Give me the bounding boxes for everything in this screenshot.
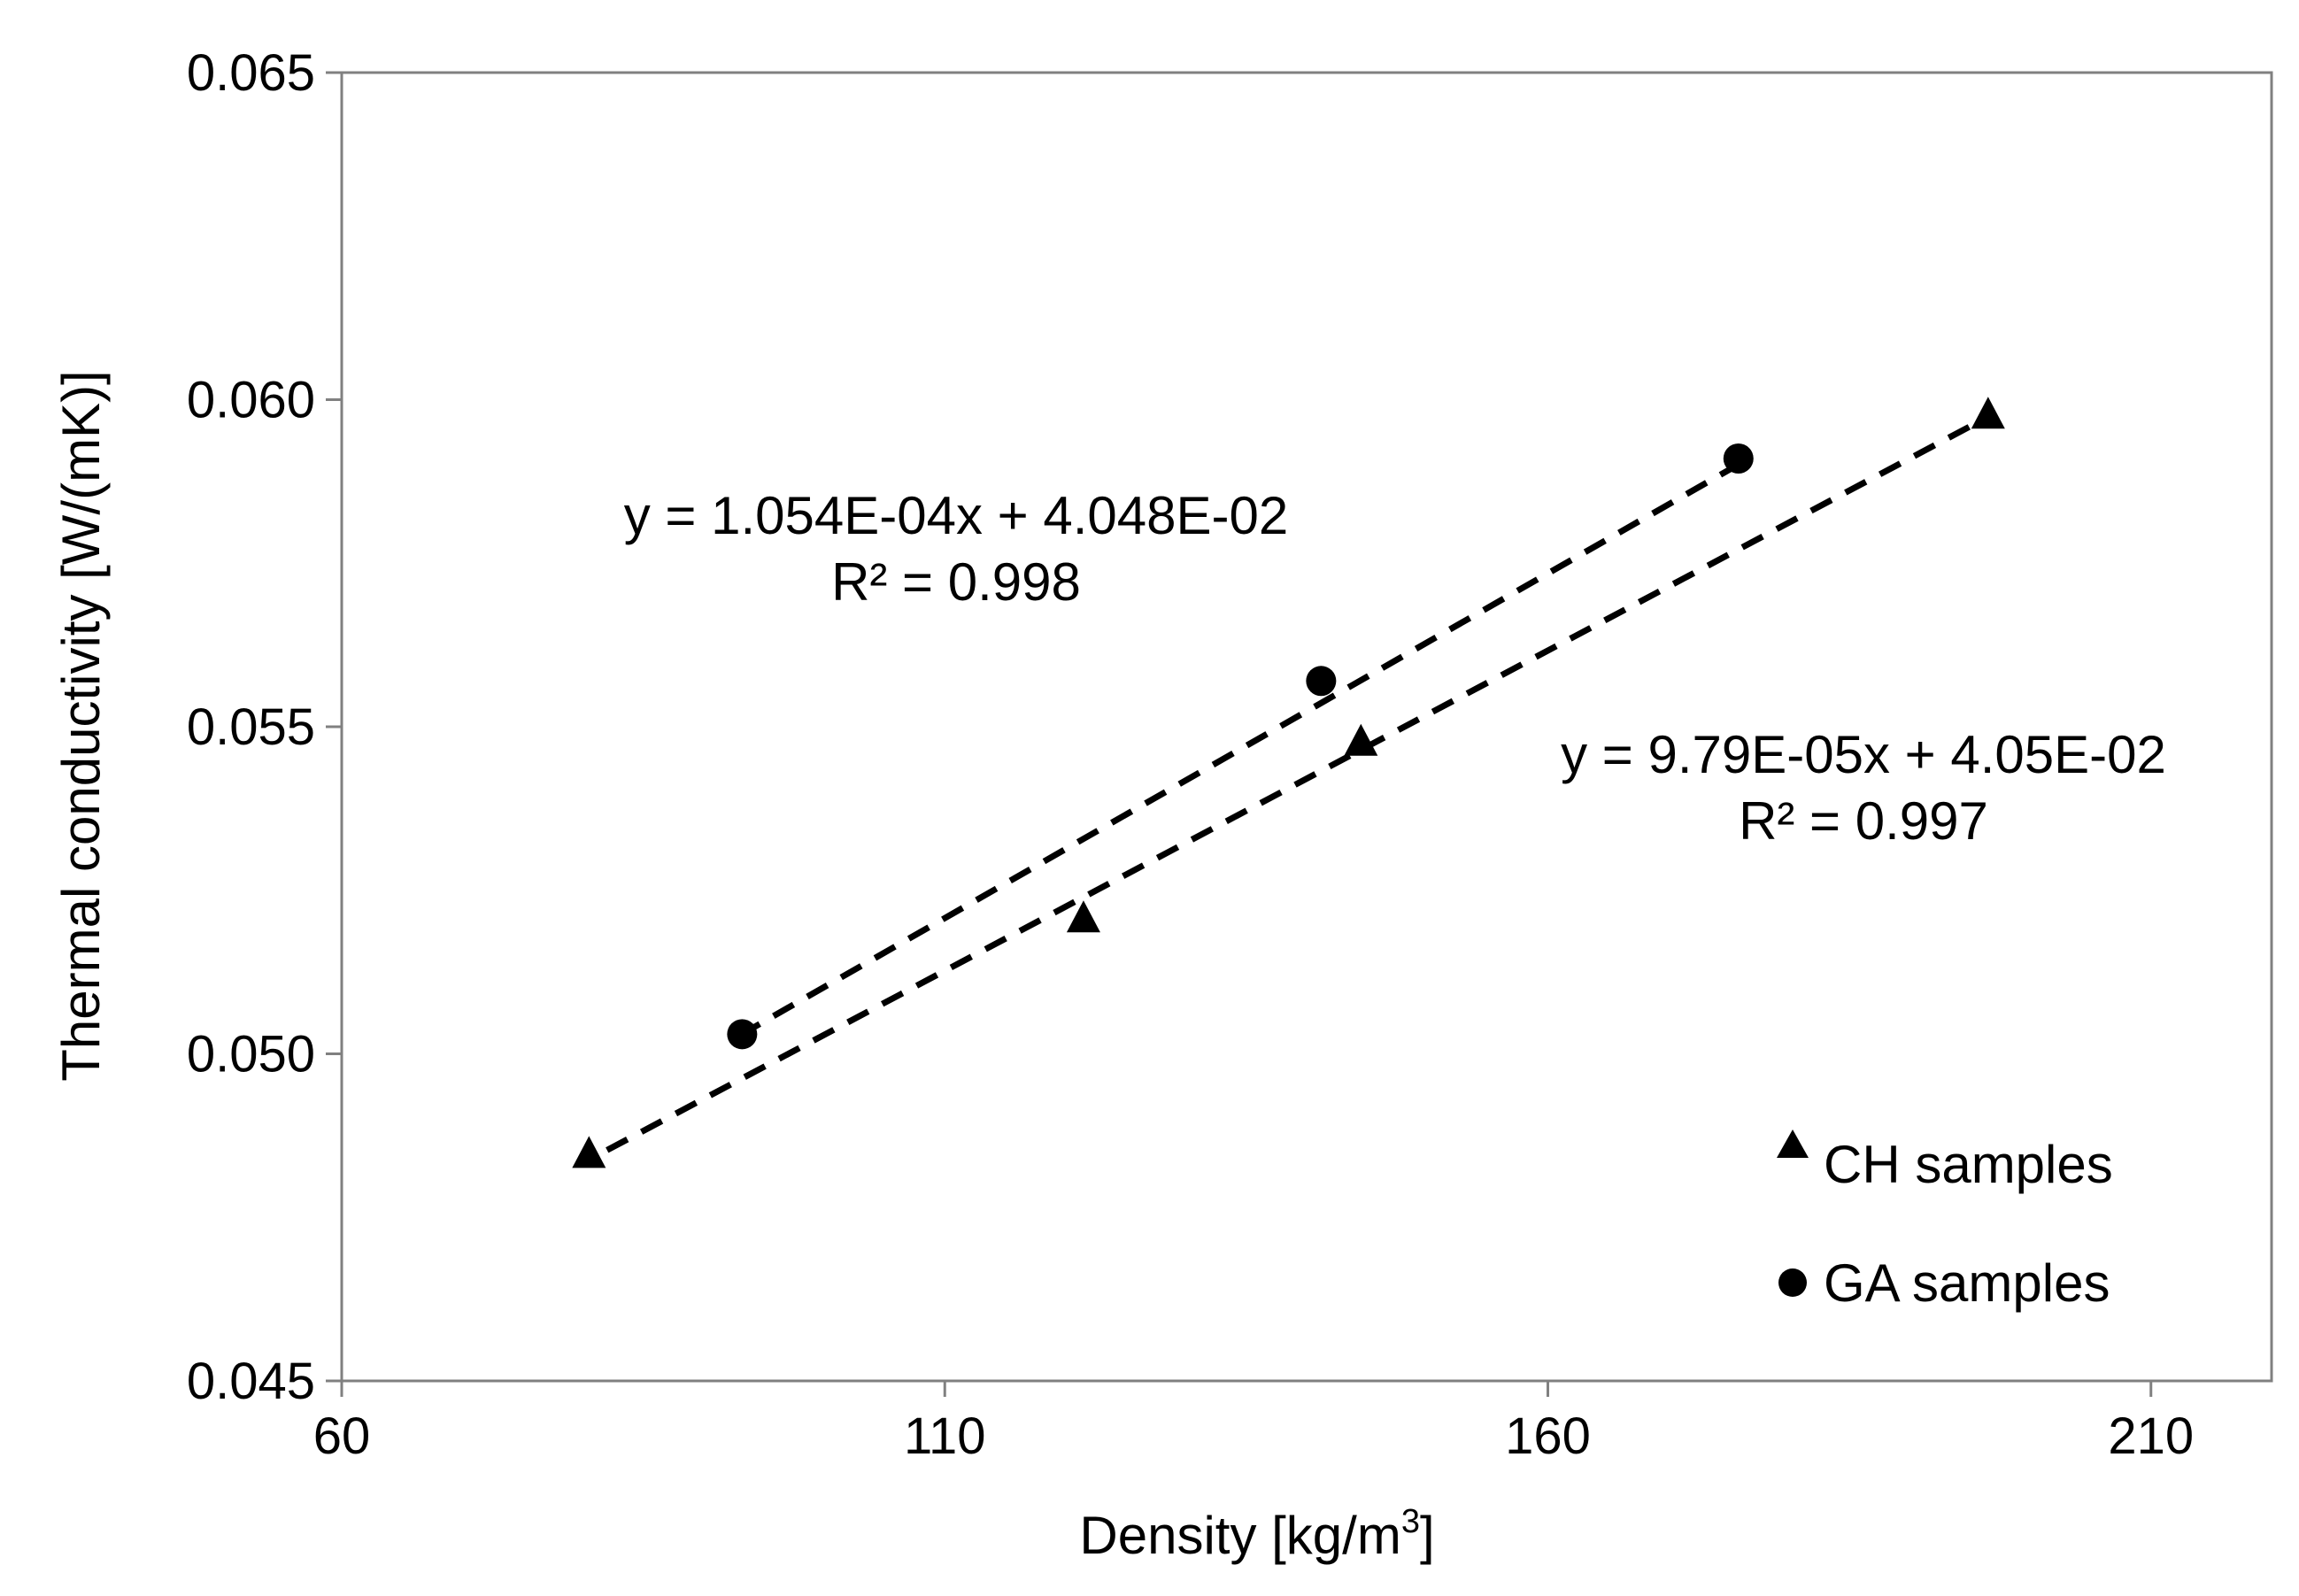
legend-label-ch: CH samples bbox=[1824, 1135, 2113, 1194]
legend-label-ga: GA samples bbox=[1824, 1253, 2110, 1313]
ga-sample-marker bbox=[1306, 666, 1337, 697]
ga-sample-marker bbox=[727, 1019, 758, 1050]
y-axis-title: Thermal conductivity [W/(mK)] bbox=[51, 370, 111, 1081]
legend-circle-icon bbox=[1778, 1268, 1807, 1297]
ch-sample-marker bbox=[1971, 397, 2005, 429]
y-tick-label: 0.060 bbox=[187, 372, 315, 429]
x-axis-ticks: 60 110 160 210 bbox=[313, 1381, 2194, 1465]
ch-r-squared-label: R² = 0.997 bbox=[1739, 791, 1988, 851]
ch-equation-label: y = 9.79E-05x + 4.05E-02 bbox=[1561, 725, 2166, 784]
x-axis-title-superscript: 3 bbox=[1401, 1503, 1420, 1540]
ga-sample-marker bbox=[1723, 443, 1754, 474]
x-axis-title: Density [kg/m3] bbox=[1079, 1503, 1434, 1565]
ch-sample-marker bbox=[1344, 723, 1378, 756]
y-axis-ticks: 0.045 0.050 0.055 0.060 0.065 bbox=[187, 44, 342, 1410]
ch-sample-marker bbox=[1066, 900, 1100, 933]
legend-triangle-icon bbox=[1777, 1130, 1809, 1158]
data-markers bbox=[572, 397, 2005, 1168]
trendlines bbox=[606, 417, 1984, 1153]
y-tick-label: 0.050 bbox=[187, 1026, 315, 1083]
y-tick-label: 0.055 bbox=[187, 698, 315, 756]
x-tick-label: 160 bbox=[1505, 1407, 1591, 1465]
ga-equation-label: y = 1.054E-04x + 4.048E-02 bbox=[624, 486, 1289, 545]
y-tick-label: 0.045 bbox=[187, 1353, 315, 1410]
x-tick-label: 210 bbox=[2108, 1407, 2194, 1465]
ch-trendline bbox=[606, 417, 1984, 1153]
x-axis-title-close: ] bbox=[1420, 1506, 1435, 1565]
y-tick-label: 0.065 bbox=[187, 44, 315, 102]
legend: CH samples GA samples bbox=[1777, 1130, 2113, 1313]
x-tick-label: 60 bbox=[313, 1407, 371, 1465]
x-tick-label: 110 bbox=[904, 1407, 985, 1465]
ga-r-squared-label: R² = 0.998 bbox=[831, 552, 1081, 612]
ch-sample-marker bbox=[572, 1136, 606, 1168]
